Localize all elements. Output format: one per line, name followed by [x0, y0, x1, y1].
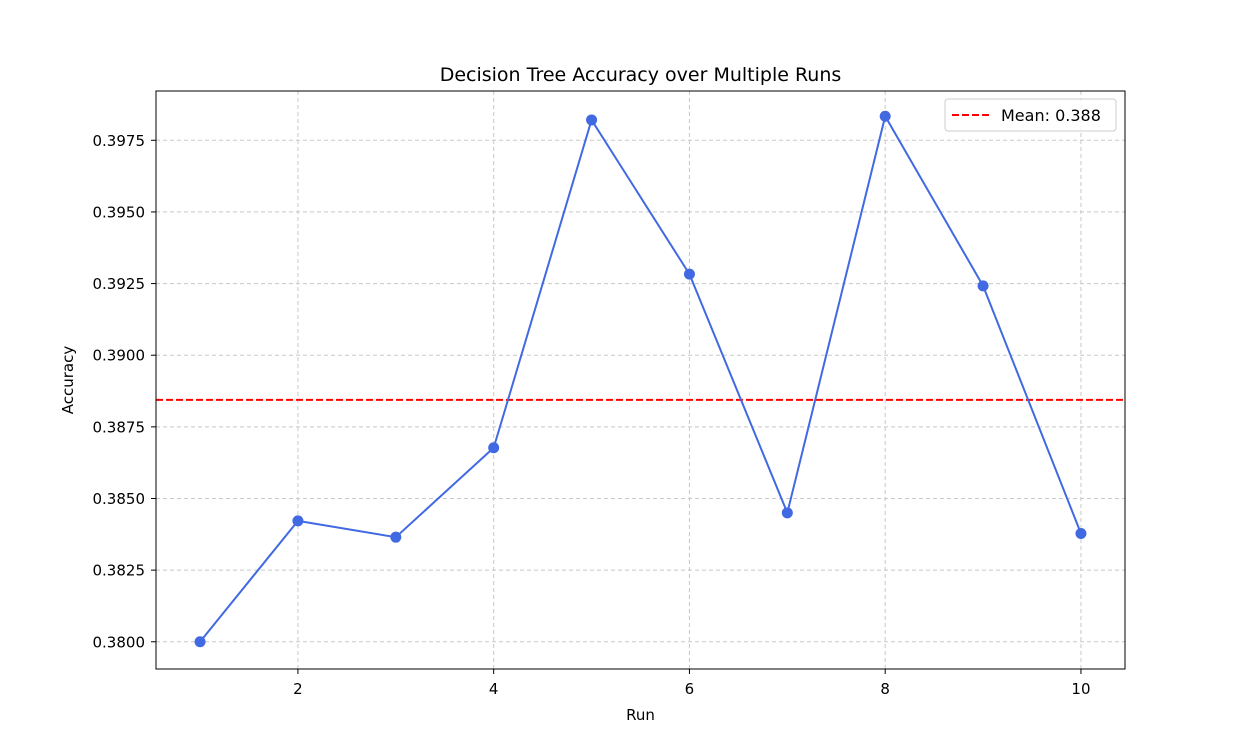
legend: Mean: 0.388 [944, 98, 1117, 132]
data-point [781, 507, 793, 519]
series-line [199, 115, 1082, 643]
x-tick-label: 8 [880, 680, 890, 698]
data-point [488, 442, 500, 454]
y-tick-label: 0.3825 [93, 562, 146, 580]
x-tick-label: 10 [1071, 680, 1090, 698]
y-tick-label: 0.3975 [93, 132, 146, 150]
x-axis-label: Run [626, 706, 655, 724]
grid-layer [156, 91, 1125, 669]
x-tick-label: 2 [293, 680, 303, 698]
data-point [1075, 527, 1087, 539]
series-layer [194, 110, 1087, 648]
y-axis: 0.3800 0.3825 0.3850 0.3875 0.3900 0.3925 0.39… [93, 132, 156, 651]
x-axis: 2 4 6 8 10 [293, 669, 1091, 698]
data-point [977, 280, 989, 292]
data-point [586, 114, 598, 126]
data-point [390, 531, 402, 543]
chart-title: Decision Tree Accuracy over Multiple Run… [440, 64, 842, 86]
data-point [194, 636, 206, 648]
x-tick-label: 4 [489, 680, 499, 698]
y-tick-label: 0.3950 [93, 203, 146, 221]
data-point [292, 515, 304, 527]
y-tick-label: 0.3875 [93, 418, 146, 436]
y-tick-label: 0.3900 [93, 347, 146, 365]
y-axis-label: Accuracy [59, 346, 77, 415]
data-point [683, 268, 695, 280]
y-tick-label: 0.3800 [93, 633, 146, 651]
y-tick-label: 0.3850 [93, 490, 146, 508]
x-tick-label: 6 [685, 680, 695, 698]
plot-frame [155, 90, 1126, 670]
data-point [879, 110, 891, 122]
legend-box [944, 98, 1117, 132]
y-tick-label: 0.3925 [93, 275, 146, 293]
legend-mean-label: Mean: 0.388 [1001, 106, 1101, 125]
